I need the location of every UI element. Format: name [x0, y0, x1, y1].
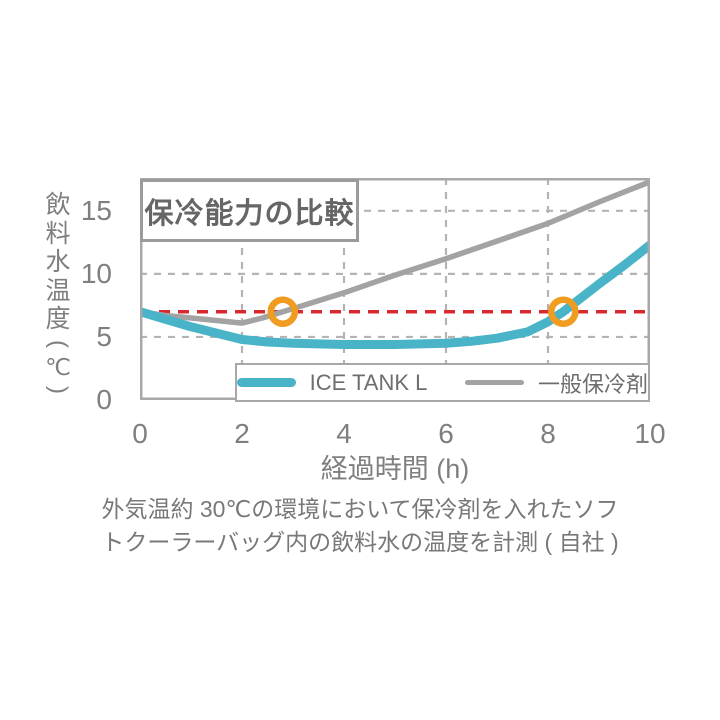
legend-label-generic-ice-pack: 一般保冷剤 [537, 371, 648, 397]
x-tick-label: 0 [132, 418, 148, 449]
y-axis-title-char: 水 [45, 248, 71, 276]
y-axis-title-char: 飲 [45, 191, 71, 219]
y-axis-title-char: 度 [45, 305, 71, 333]
plot-area: 保冷能力の比較 ICE TANK L 一般保冷剤 [140, 178, 650, 402]
x-tick-label: 4 [336, 418, 352, 449]
caption-line-1: 外気温約 30℃の環境において保冷剤を入れたソフ [101, 496, 619, 522]
chart-canvas [140, 178, 650, 400]
caption-line-2: トクーラーバッグ内の飲料水の温度を計測 ( 自社 ) [101, 529, 619, 555]
chart-title: 保冷能力の比較 [144, 197, 355, 230]
legend-swatch-generic-ice-pack [465, 380, 524, 385]
x-tick-label: 10 [634, 418, 666, 449]
x-tick-label: 6 [438, 418, 454, 449]
highlight-ring-marker [267, 296, 299, 327]
x-tick-label: 8 [540, 418, 556, 449]
y-tick-label: 10 [80, 257, 112, 289]
y-tick-label: 0 [96, 384, 112, 415]
y-axis-title-char: 料 [45, 219, 71, 248]
x-axis-title: 経過時間 (h) [320, 454, 470, 484]
y-axis-title: 飲料水温度(℃) [39, 191, 77, 400]
series-line-ice-tank-l [140, 240, 650, 349]
legend: ICE TANK L 一般保冷剤 [235, 363, 650, 402]
legend-label-ice-tank-l: ICE TANK L [309, 369, 428, 395]
y-tick-label: 15 [80, 194, 112, 226]
caption: 外気温約 30℃の環境において保冷剤を入れたソフ トクーラーバッグ内の飲料水の温… [0, 493, 720, 559]
y-axis-title-char: ℃ [45, 353, 71, 380]
highlight-ring-marker [548, 296, 579, 327]
y-axis-title-char: 温 [45, 276, 71, 305]
legend-swatch-ice-tank-l [237, 378, 296, 387]
y-tick-label: 5 [96, 320, 112, 352]
chart-title-box: 保冷能力の比較 [140, 179, 359, 242]
x-tick-label: 2 [234, 418, 250, 449]
